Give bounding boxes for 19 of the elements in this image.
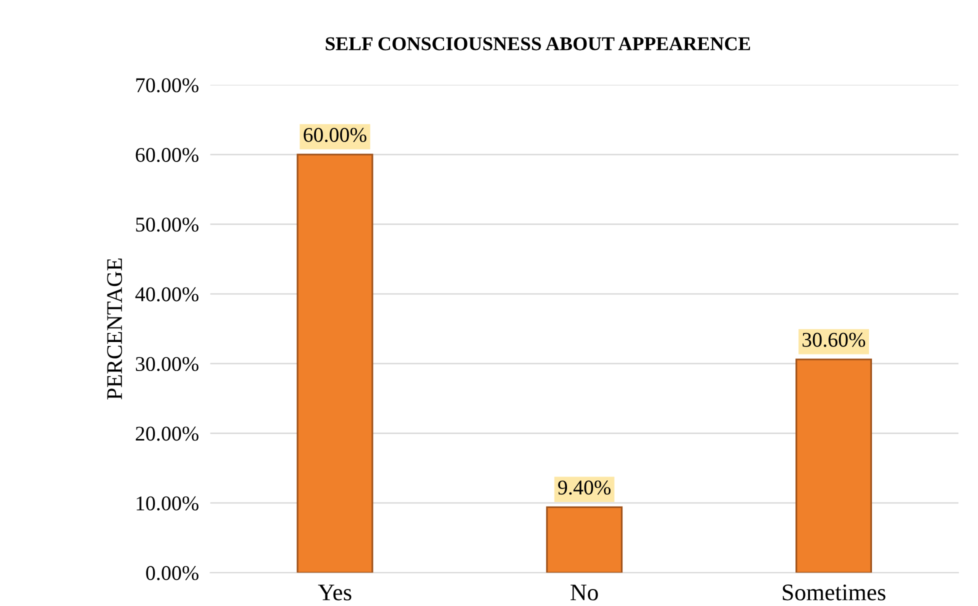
y-tick-label: 10.00% xyxy=(136,496,198,511)
y-tick-label: 40.00% xyxy=(135,287,198,302)
y-axis-title: PERCENTAGE xyxy=(107,258,122,400)
x-tick-label: No xyxy=(570,584,598,600)
y-tick-label: 30.00% xyxy=(136,356,198,372)
bar xyxy=(796,358,872,573)
y-tick-label: 70.00% xyxy=(136,78,198,92)
data-label: 60.00% xyxy=(304,128,366,142)
bar xyxy=(546,506,623,573)
x-tick-label: Sometimes xyxy=(782,584,886,600)
bar xyxy=(296,154,374,573)
y-tick-label: 0.00% xyxy=(146,566,198,580)
x-tick-label: Yes xyxy=(318,584,352,600)
y-tick-label: 60.00% xyxy=(136,148,198,162)
data-label: 9.40% xyxy=(558,480,611,495)
data-label: 30.60% xyxy=(802,332,866,347)
y-tick-label: 50.00% xyxy=(136,218,198,232)
chart-title: SELF CONSCIOUSNESS ABOUT APPEARENCE xyxy=(326,37,750,50)
y-tick-label: 20.00% xyxy=(136,426,198,441)
